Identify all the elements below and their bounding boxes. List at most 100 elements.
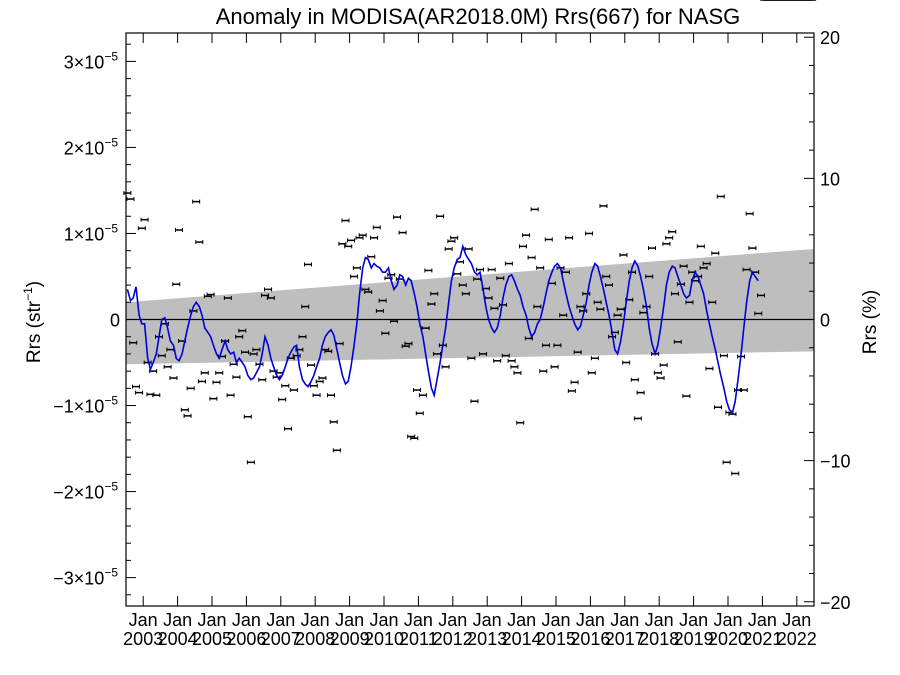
data-point bbox=[499, 302, 508, 307]
data-point bbox=[436, 214, 445, 219]
data-point bbox=[444, 246, 453, 251]
x-tick-label-month: Jan bbox=[369, 610, 398, 630]
data-point bbox=[450, 235, 459, 240]
data-point bbox=[209, 396, 218, 401]
x-tick-label-year: 2010 bbox=[364, 629, 404, 649]
data-point bbox=[180, 407, 189, 412]
y-tick-label: 3×10−5 bbox=[64, 49, 119, 72]
x-tick-label-year: 2015 bbox=[536, 629, 576, 649]
data-point bbox=[238, 328, 247, 333]
data-point bbox=[131, 384, 140, 389]
data-point bbox=[183, 413, 192, 418]
data-point bbox=[530, 207, 539, 212]
data-point bbox=[358, 233, 367, 238]
data-point bbox=[679, 264, 688, 269]
x-tick-label-month: Jan bbox=[197, 610, 226, 630]
data-point bbox=[702, 261, 711, 266]
x-tick-label-month: Jan bbox=[748, 610, 777, 630]
data-point bbox=[582, 291, 591, 296]
data-point bbox=[424, 268, 433, 273]
data-point bbox=[685, 300, 694, 305]
data-point bbox=[174, 228, 183, 233]
data-point bbox=[665, 235, 674, 240]
data-point bbox=[198, 379, 207, 384]
data-point bbox=[757, 293, 766, 298]
data-point bbox=[415, 411, 424, 416]
y-tick-label: −1×10−5 bbox=[53, 394, 118, 417]
data-point bbox=[622, 360, 631, 365]
data-point bbox=[496, 276, 505, 281]
data-point bbox=[596, 307, 605, 312]
x-tick-label-year: 2003 bbox=[123, 629, 163, 649]
data-point bbox=[232, 375, 241, 380]
data-point bbox=[504, 261, 513, 266]
data-point bbox=[699, 265, 708, 270]
data-point bbox=[719, 353, 728, 358]
data-point bbox=[266, 295, 275, 300]
x-tick-label-year: 2011 bbox=[399, 629, 438, 649]
data-point bbox=[315, 379, 324, 384]
data-point bbox=[189, 308, 198, 313]
data-point bbox=[745, 211, 754, 216]
y-right-tick-label: 20 bbox=[820, 28, 840, 48]
data-point bbox=[633, 416, 642, 421]
data-point bbox=[361, 287, 370, 292]
data-point bbox=[441, 364, 450, 369]
data-point bbox=[656, 376, 665, 381]
data-point bbox=[696, 244, 705, 249]
data-point bbox=[705, 366, 714, 371]
data-point bbox=[260, 293, 269, 298]
data-point bbox=[513, 370, 522, 375]
data-point bbox=[671, 291, 680, 296]
data-point bbox=[518, 244, 527, 249]
data-point bbox=[413, 388, 422, 393]
data-point bbox=[338, 241, 347, 246]
data-point bbox=[410, 436, 419, 441]
data-point bbox=[329, 419, 338, 424]
data-point bbox=[616, 307, 625, 312]
chart-title: Anomaly in MODISA(AR2018.0M) Rrs(667) fo… bbox=[216, 4, 741, 29]
data-point bbox=[659, 363, 668, 368]
data-point bbox=[200, 370, 209, 375]
data-point bbox=[527, 255, 536, 260]
data-point bbox=[524, 336, 533, 341]
data-point bbox=[668, 229, 677, 234]
data-point bbox=[135, 390, 144, 395]
data-point bbox=[289, 388, 298, 393]
data-point bbox=[309, 383, 318, 388]
data-point bbox=[312, 393, 321, 398]
data-point bbox=[708, 300, 717, 305]
data-point bbox=[613, 313, 622, 318]
data-point bbox=[576, 304, 585, 309]
data-point bbox=[367, 254, 376, 259]
data-point bbox=[152, 393, 161, 398]
axis-ticks bbox=[126, 33, 814, 606]
data-point bbox=[344, 244, 353, 249]
y-tick-label: −3×10−5 bbox=[53, 566, 118, 589]
left-y-axis-label: Rrs (str−1) bbox=[21, 281, 45, 363]
data-point bbox=[447, 239, 456, 244]
x-tick-label-year: 2018 bbox=[639, 629, 679, 649]
data-point bbox=[212, 380, 221, 385]
data-point bbox=[350, 274, 359, 279]
data-point bbox=[427, 302, 436, 307]
data-point bbox=[604, 283, 613, 288]
data-point bbox=[129, 340, 138, 345]
data-point bbox=[458, 283, 467, 288]
x-tick-label-month: Jan bbox=[404, 610, 433, 630]
x-tick-label-year: 2009 bbox=[330, 629, 370, 649]
data-point bbox=[539, 369, 548, 374]
data-point bbox=[748, 246, 757, 251]
data-point bbox=[401, 344, 410, 349]
data-point bbox=[157, 353, 166, 358]
x-tick-label-month: Jan bbox=[301, 610, 330, 630]
data-point bbox=[507, 358, 516, 363]
data-point bbox=[553, 343, 562, 348]
data-point bbox=[722, 460, 731, 465]
data-point bbox=[398, 230, 407, 235]
data-point bbox=[493, 358, 502, 363]
data-point bbox=[264, 287, 273, 292]
data-point bbox=[593, 300, 602, 305]
y-right-tick-label: 0 bbox=[820, 311, 830, 331]
